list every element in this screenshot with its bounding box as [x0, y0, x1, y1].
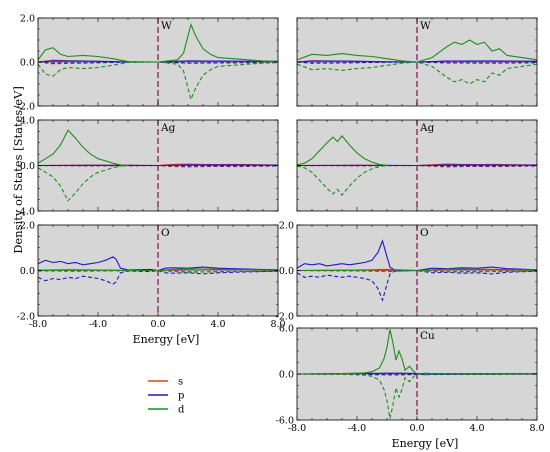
- y-tick-label: 6.0: [279, 324, 294, 335]
- element-label: Ag: [160, 122, 176, 134]
- series-d-spin-down: [297, 165, 388, 196]
- panel-cu-right: 6.0 0.0 -6.0-8.0 -4.0 0.0 4.0 8.0 Cu: [276, 324, 545, 435]
- y-tick-label: 0.0: [279, 266, 294, 277]
- panel-o-right: 2.0 0.0 -2.0 O: [276, 221, 538, 323]
- series-p-spin-up: [297, 239, 537, 272]
- panel-w-left: 2.0 0.0 -2.0 W: [17, 14, 279, 113]
- y-tick-label: -2.0: [17, 312, 35, 323]
- series-d-spin-up: [297, 39, 537, 63]
- legend-label: s: [178, 377, 183, 388]
- series-d-spin-down: [297, 373, 537, 419]
- x-tick-label: 8.0: [270, 319, 285, 330]
- series-d-spin-down: [38, 269, 278, 273]
- element-label: O: [420, 227, 429, 239]
- x-tick-label: 4.0: [469, 423, 484, 434]
- element-label: W: [420, 20, 431, 32]
- y-tick-label: -6.0: [276, 416, 294, 427]
- series-p-spin-down: [297, 269, 537, 302]
- series-p-spin-down: [297, 164, 537, 167]
- y-tick-label: 0.0: [20, 266, 35, 277]
- series-d-spin-down: [38, 61, 278, 102]
- series-p-spin-up: [297, 164, 537, 167]
- y-tick-label: 4.0: [20, 116, 35, 127]
- x-tick-label: 0.0: [409, 423, 424, 434]
- panel-ag-right: Ag: [296, 119, 538, 212]
- series-d-spin-down: [38, 164, 129, 202]
- panel-ag-left: 4.0 0.0 -4.0 Ag: [17, 116, 279, 218]
- series-p-spin-up: [297, 60, 537, 63]
- curves: [297, 39, 537, 85]
- x-tick-label: 4.0: [210, 319, 225, 330]
- series-d-spin-up: [38, 268, 278, 272]
- legend-item-s: s: [148, 377, 183, 388]
- x-tick-label: -4.0: [348, 423, 366, 434]
- series-d-spin-up: [297, 135, 388, 166]
- y-axis-label: Density of States [States/eV]: [11, 86, 25, 254]
- curves: [38, 22, 278, 102]
- x-tick-label: -8.0: [288, 423, 306, 434]
- element-label: Cu: [420, 330, 435, 342]
- y-tick-label: 0.0: [20, 58, 35, 69]
- y-tick-label: 2.0: [279, 221, 294, 232]
- x-tick-label: -8.0: [29, 319, 47, 330]
- y-tick-label: -4.0: [17, 207, 35, 218]
- element-label: W: [161, 20, 172, 32]
- y-tick-label: 2.0: [20, 221, 35, 232]
- element-label: Ag: [419, 122, 435, 134]
- x-tick-label: -4.0: [89, 319, 107, 330]
- legend-item-d: d: [148, 405, 185, 416]
- legend: spd: [148, 377, 185, 416]
- legend-label: d: [178, 405, 185, 416]
- y-tick-label: -2.0: [17, 102, 35, 113]
- x-tick-label: 8.0: [529, 423, 544, 434]
- element-label: O: [161, 227, 170, 239]
- x-axis-label-left: Energy [eV]: [133, 333, 200, 346]
- x-tick-label: 0.0: [150, 319, 165, 330]
- legend-label: p: [178, 391, 184, 402]
- y-tick-label: 0.0: [279, 370, 294, 381]
- panels: 2.00.0-2.0W W4.00.0-4.0Ag Ag2.00.0-2.0-8.0…: [17, 14, 545, 435]
- series-p-spin-down: [38, 269, 278, 285]
- series-d-spin-up: [38, 129, 129, 167]
- y-tick-label: 2.0: [20, 14, 35, 25]
- series-d-spin-up: [38, 22, 278, 63]
- curves: [38, 256, 278, 285]
- y-tick-label: 0.0: [20, 161, 35, 172]
- series-p-spin-up: [38, 256, 278, 272]
- legend-item-p: p: [148, 391, 184, 402]
- y-tick-label: -2.0: [276, 312, 294, 323]
- x-axis-label-right: Energy [eV]: [392, 437, 459, 450]
- panel-o-left: 2.0 0.0 -2.0-8.0 -4.0 0.0 4.0 8.0 O: [17, 221, 286, 331]
- panel-w-right: W: [296, 17, 538, 107]
